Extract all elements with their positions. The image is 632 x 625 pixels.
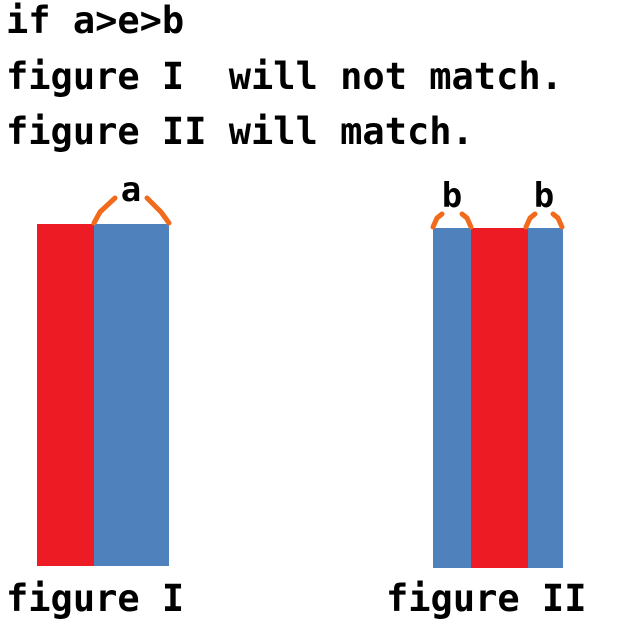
figure-1-red-bar xyxy=(37,224,94,566)
figure-1-blue-bar xyxy=(94,224,169,566)
figure-2-red-bar xyxy=(471,228,528,568)
figure-2-right-bracket-label: b xyxy=(534,176,554,216)
figure-2-left-blue-bar xyxy=(433,228,471,568)
figure-2-statement: figure II will match. xyxy=(6,110,474,153)
figure-1-bracket-label: a xyxy=(121,170,141,210)
condition-text: if a>e>b xyxy=(6,0,185,42)
figure-1-caption: figure I xyxy=(6,577,185,620)
figure-2-caption: figure II xyxy=(386,577,587,620)
figure-1-width-bracket xyxy=(91,195,172,226)
figure-2-right-width-bracket xyxy=(523,211,565,230)
figure-2-left-bracket-label: b xyxy=(442,176,462,216)
figure-2-left-width-bracket xyxy=(430,211,474,230)
figure-2-right-blue-bar xyxy=(528,228,563,568)
figure-1-statement: figure I will not match. xyxy=(6,55,563,98)
